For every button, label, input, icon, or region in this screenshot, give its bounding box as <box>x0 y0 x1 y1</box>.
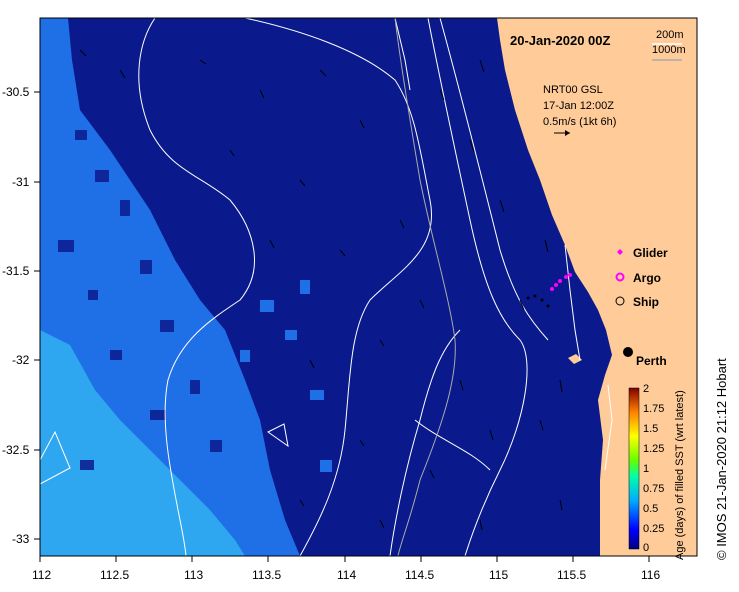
current-scale-arrowhead <box>565 130 570 136</box>
colorbar-tick-label: 0.5 <box>643 503 659 515</box>
legend-argo-label: Argo <box>633 271 661 285</box>
land-mass <box>497 18 697 556</box>
credit-text: © IMOS 21-Jan-2020 21:12 Hobart <box>714 358 729 560</box>
colorbar-tick-label: 1.75 <box>643 403 665 415</box>
x-tick-label: 112.5 <box>100 568 130 582</box>
y-tick-label: -33 <box>12 532 30 546</box>
ship-track <box>526 294 550 308</box>
depth-legend-200m: 200m <box>656 29 684 41</box>
y-tick-label: -30.5 <box>2 85 30 99</box>
plot-frame <box>39 17 698 557</box>
colorbar-tick-label: 0.75 <box>643 483 665 495</box>
y-tick-label: -31 <box>12 175 30 189</box>
x-axis-ticks <box>39 556 650 562</box>
x-tick-label: 113.5 <box>252 568 282 582</box>
current-info-line2: 17-Jan 12:00Z <box>543 100 614 112</box>
sst-age-speckles <box>58 130 222 470</box>
y-tick-label: -31.5 <box>2 264 30 278</box>
ship-legend-symbol <box>615 296 625 306</box>
current-arrows <box>79 49 563 531</box>
current-info-line1: NRT00 GSL <box>543 84 603 96</box>
x-tick-label: 113 <box>184 568 204 582</box>
colorbar-tick-label: 1.25 <box>643 443 665 455</box>
y-tick-label: -32 <box>12 353 30 367</box>
colorbar <box>628 387 640 550</box>
contours <box>40 18 613 556</box>
argo-legend-symbol <box>615 272 625 282</box>
colorbar-tick-label: 1 <box>643 463 650 475</box>
sst-age-light-region <box>40 330 245 556</box>
sst-age-mid-speckles <box>240 280 332 472</box>
perth-marker <box>623 347 633 357</box>
legend-glider-label: Glider <box>633 246 668 260</box>
y-axis-ticks <box>34 91 40 540</box>
island <box>568 354 582 364</box>
glider-legend-symbol <box>617 249 623 255</box>
x-tick-label: 114 <box>337 568 357 582</box>
colorbar-tick-label: 0 <box>643 542 650 554</box>
x-tick-label: 112 <box>32 568 52 582</box>
isobath-1000m <box>394 18 456 556</box>
legend-ship-label: Ship <box>633 295 659 309</box>
x-tick-label: 114.5 <box>405 568 435 582</box>
x-tick-label: 115.5 <box>557 568 587 582</box>
y-tick-label: -32.5 <box>2 443 30 457</box>
current-info-line3: 0.5m/s (1kt 6h) <box>543 116 617 128</box>
glider-track <box>550 273 572 291</box>
colorbar-title: Age (days) of filled SST (wrt latest) <box>674 390 686 560</box>
colorbar-tick-label: 2 <box>643 383 650 395</box>
city-label-perth: Perth <box>636 354 667 368</box>
x-tick-label: 116 <box>641 568 661 582</box>
colorbar-tick-label: 0.25 <box>643 523 665 535</box>
colorbar-tick-label: 1.5 <box>643 423 659 435</box>
x-tick-label: 115 <box>489 568 509 582</box>
date-title: 20-Jan-2020 00Z <box>510 33 611 48</box>
depth-legend-1000m: 1000m <box>652 44 686 56</box>
